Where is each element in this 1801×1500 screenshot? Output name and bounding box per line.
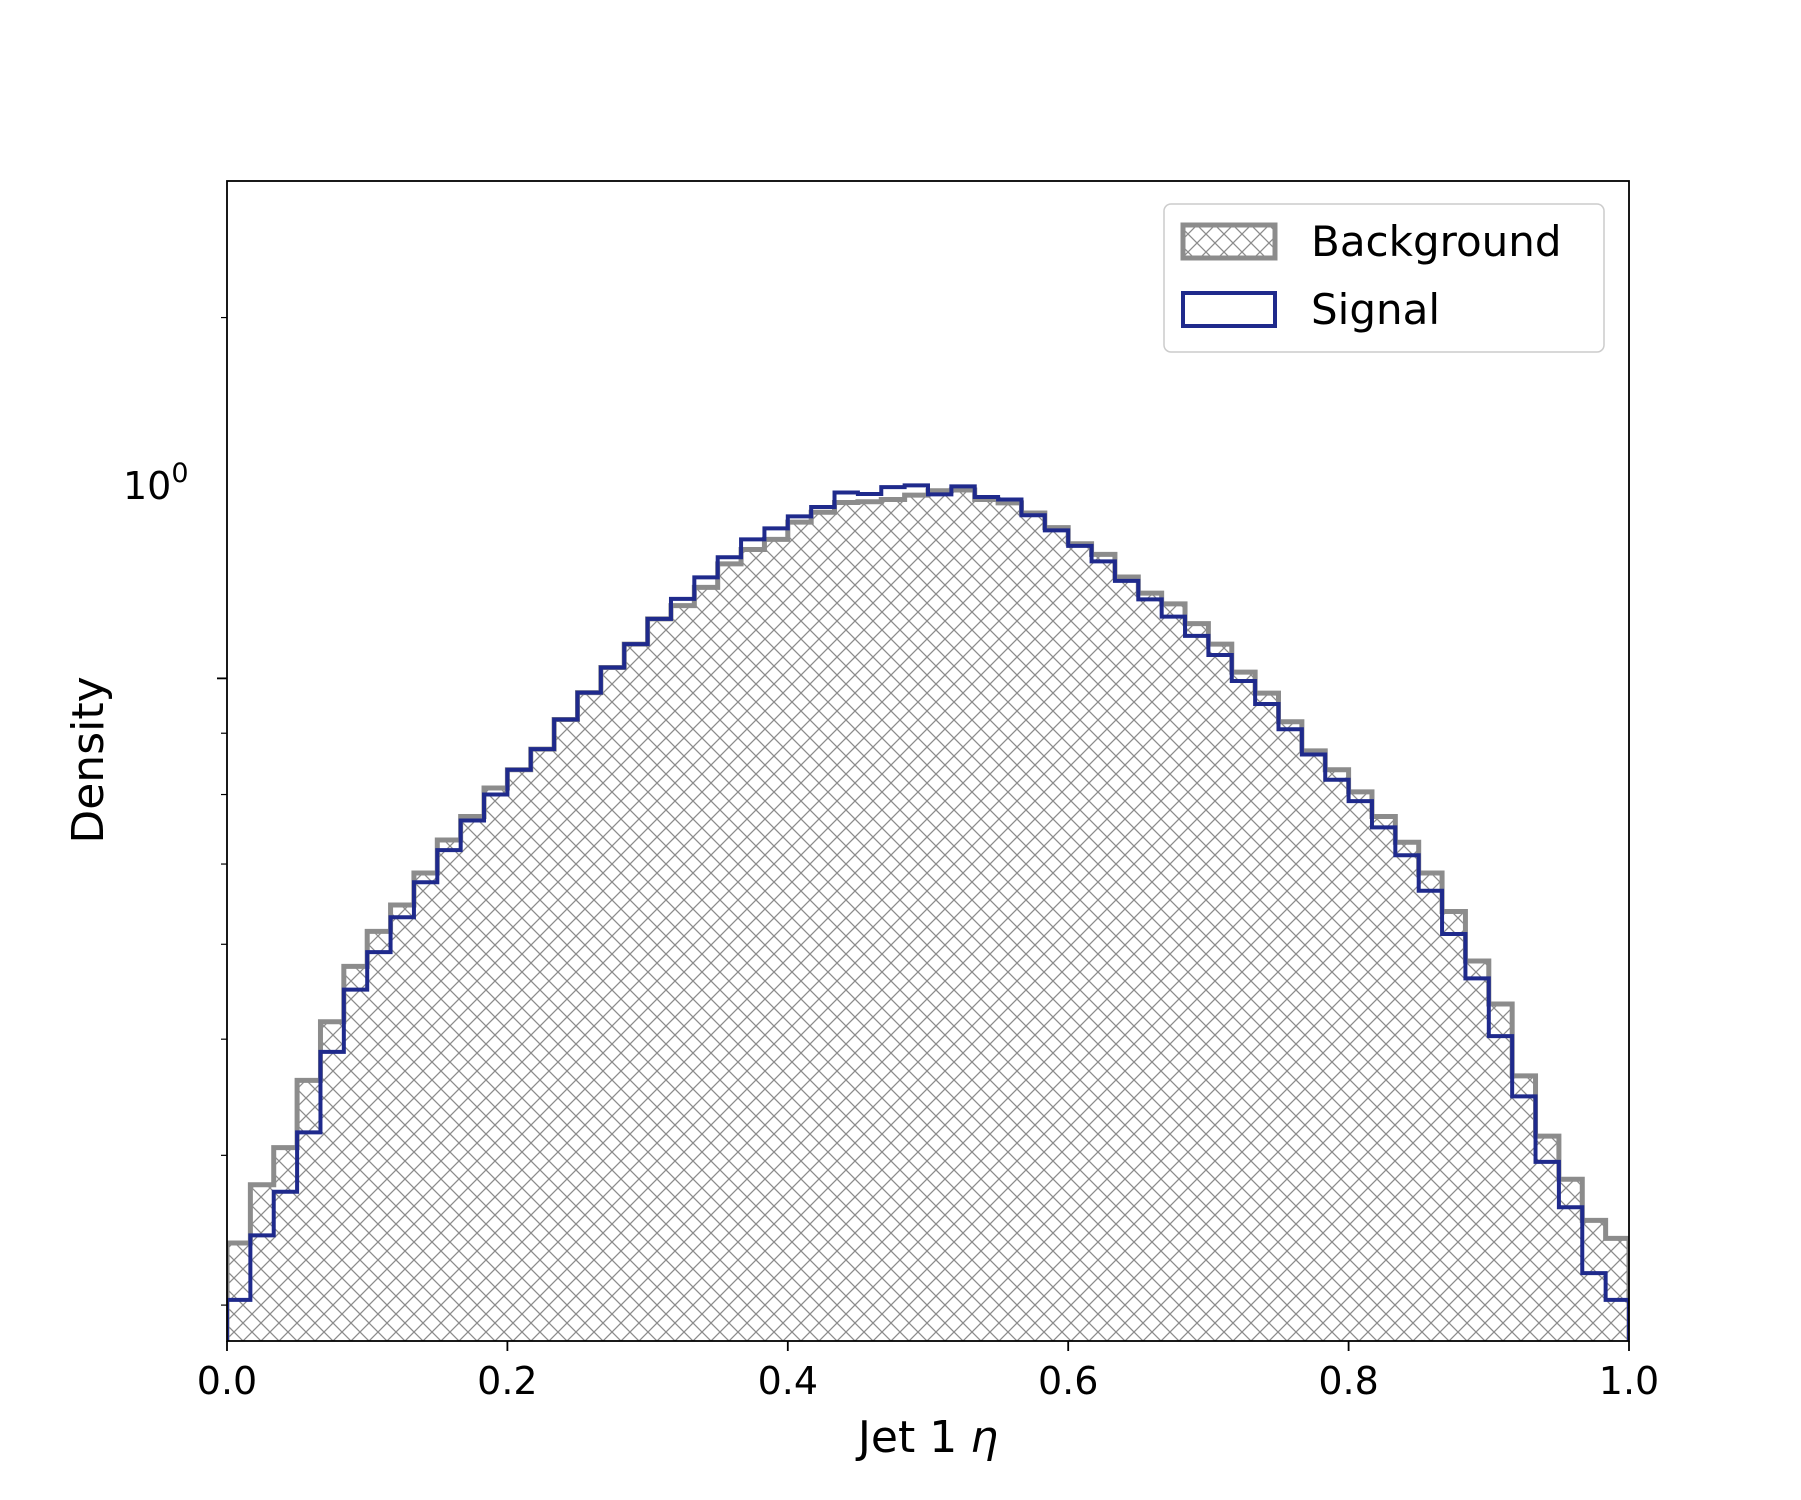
x-tick-label: 0.0 — [197, 1359, 257, 1403]
plot-frame — [226, 180, 1630, 1342]
y-tick-label-10-0: 100 — [123, 458, 189, 508]
x-tick-label: 0.6 — [1038, 1359, 1098, 1403]
legend-signal-label: Signal — [1311, 285, 1440, 334]
x-axis-label-text: Jet 1 — [855, 1412, 957, 1463]
y-axis-ticks — [217, 316, 227, 1306]
plot-area — [226, 180, 1630, 1342]
legend-background-label: Background — [1311, 217, 1562, 266]
x-axis-ticks: 0.0 0.2 0.4 0.6 0.8 1.0 — [197, 1341, 1659, 1403]
x-tick-label: 0.4 — [758, 1359, 818, 1403]
legend-signal-swatch — [1181, 291, 1277, 328]
background-hatched-fill — [227, 490, 1629, 1341]
signal-series-step — [227, 483, 1629, 1341]
x-axis-label-symbol: η — [970, 1412, 998, 1463]
x-axis-label: Jet 1 η — [855, 1412, 998, 1463]
y-axis-label: Density — [63, 676, 114, 843]
legend: Background Signal — [1163, 203, 1605, 353]
legend-background-swatch — [1180, 222, 1278, 261]
x-tick-label: 0.8 — [1318, 1359, 1378, 1403]
x-tick-label: 1.0 — [1599, 1359, 1659, 1403]
x-tick-label: 0.2 — [477, 1359, 537, 1403]
